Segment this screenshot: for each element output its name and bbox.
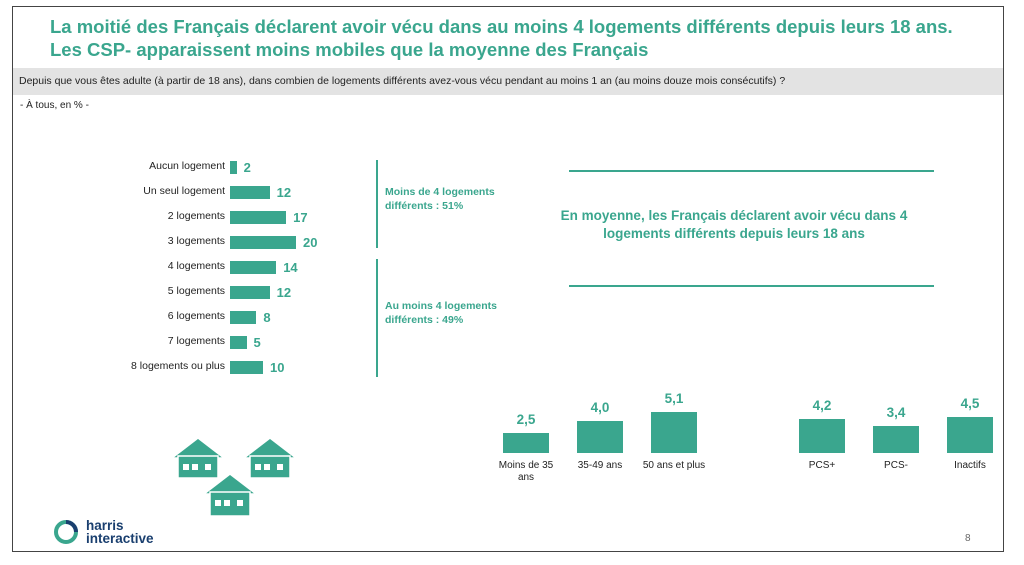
bar — [947, 417, 993, 453]
average-bottom-rule — [569, 285, 934, 287]
category-label: 7 logements — [167, 335, 225, 347]
bar-value-label: 4,0 — [590, 400, 610, 415]
bar-value-label: 2 — [243, 160, 251, 175]
group-label-less-than-4: Moins de 4 logements différents : 51% — [385, 186, 495, 212]
x-axis-label: PCS- — [884, 460, 908, 471]
category-label: 6 logements — [167, 310, 225, 322]
bar — [503, 433, 549, 453]
bar-value-label: 17 — [293, 210, 308, 225]
bar-value-label: 8 — [263, 310, 271, 325]
bar — [230, 361, 263, 374]
category-label: 2 logements — [167, 210, 225, 222]
bar — [230, 286, 270, 299]
bar — [577, 421, 623, 453]
category-label: 5 logements — [167, 285, 225, 297]
bar — [230, 261, 277, 274]
bar — [873, 425, 919, 453]
category-label: 8 logements ou plus — [131, 360, 225, 372]
bar — [799, 419, 845, 453]
bar — [230, 186, 270, 199]
x-axis-label: 50 ans et plus — [642, 460, 706, 471]
group-bracket-line — [376, 160, 378, 248]
title-line-1: La moitié des Français déclarent avoir v… — [50, 16, 953, 37]
bar — [230, 161, 237, 174]
bar — [230, 211, 287, 224]
x-axis-label: PCS+ — [808, 460, 836, 471]
slide: La moitié des Français déclarent avoir v… — [12, 6, 1004, 552]
bar-value-label: 10 — [270, 360, 285, 375]
bar — [230, 311, 257, 324]
page-number: 8 — [965, 533, 971, 544]
category-label: 4 logements — [167, 260, 225, 272]
group-label-at-least-4: Au moins 4 logements différents : 49% — [385, 300, 498, 326]
houses-icon — [169, 437, 299, 517]
bar — [230, 236, 296, 249]
bar-value-label: 20 — [303, 235, 318, 250]
question-text: Depuis que vous êtes adulte (à partir de… — [19, 75, 786, 87]
group-bracket-line — [376, 259, 378, 377]
bar-value-label: 14 — [283, 260, 298, 275]
slide-title: La moitié des Français déclarent avoir v… — [50, 15, 990, 61]
base-note: - À tous, en % - — [20, 100, 89, 111]
bar-value-label: 4,2 — [812, 398, 832, 414]
logo-ring-icon — [54, 520, 78, 544]
bar-value-label: 12 — [276, 185, 292, 200]
question-bar: Depuis que vous êtes adulte (à partir de… — [13, 68, 1003, 95]
bar-value-label: 2,5 — [516, 412, 536, 427]
bar — [651, 412, 697, 453]
logo-text: harris interactive — [86, 518, 154, 546]
bar-value-label: 5,1 — [664, 391, 684, 407]
average-statement: En moyenne, les Français déclarent avoir… — [560, 208, 908, 241]
x-axis-label: Moins de 35 ans — [498, 460, 554, 483]
bar-value-label: 4,5 — [960, 396, 980, 411]
category-label: 3 logements — [167, 235, 225, 247]
title-line-2: Les CSP- apparaissent moins mobiles que … — [50, 39, 649, 60]
average-top-rule — [569, 170, 934, 172]
x-axis-label: 35-49 ans — [577, 460, 623, 471]
bar-value-label: 5 — [253, 335, 261, 350]
category-label: Un seul logement — [143, 185, 225, 197]
bar — [230, 336, 247, 349]
bar-value-label: 3,4 — [886, 404, 906, 420]
category-label: Aucun logement — [149, 160, 225, 172]
bar-value-label: 12 — [276, 285, 292, 300]
x-axis-label: Inactifs — [954, 460, 986, 471]
harris-interactive-logo: harris interactive — [53, 517, 193, 549]
